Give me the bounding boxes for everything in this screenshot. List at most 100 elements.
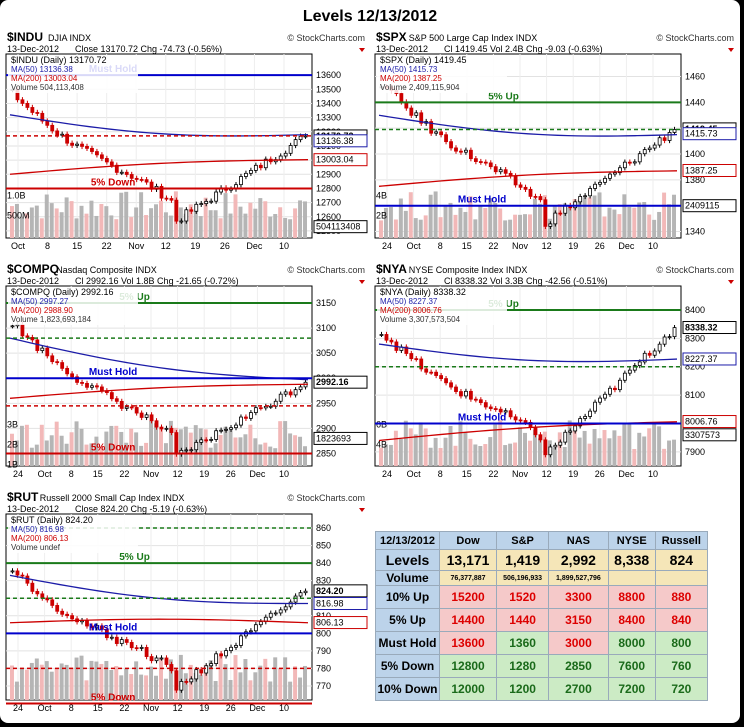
- volume-bar: [423, 215, 428, 238]
- candle-body: [409, 353, 414, 360]
- value-tag: 2409115: [682, 199, 737, 213]
- candle-body: [65, 367, 70, 375]
- x-tick-label: 10: [648, 469, 658, 479]
- stockcharts-credit: © StockCharts.com: [287, 33, 365, 43]
- volume-bar: [493, 424, 498, 466]
- table-cell: 880: [654, 585, 709, 609]
- candle-body: [124, 171, 129, 175]
- value-tag-box: [313, 431, 368, 445]
- value-tag: 1387.25: [682, 163, 737, 177]
- chart-stats: Cl 2992.16 Vol 1.8B Chg -21.65 (-0.72%): [75, 276, 239, 286]
- candle-body: [578, 418, 583, 427]
- volume-bar: [34, 205, 39, 238]
- candle-body: [144, 647, 149, 657]
- volume-bar: [54, 208, 59, 238]
- volume-bar: [134, 432, 139, 466]
- volume-bar: [238, 206, 243, 238]
- volume-bar: [178, 654, 183, 700]
- candle-body: [469, 149, 473, 160]
- value-tag: 8338.32: [682, 321, 737, 335]
- candle-body: [478, 399, 483, 404]
- candle-body: [473, 398, 478, 401]
- y-tick-label: 830: [316, 576, 331, 586]
- level-label: Must Hold: [458, 195, 506, 206]
- value-tag-label: 3307573: [685, 430, 720, 440]
- volume-bar: [513, 214, 518, 238]
- candle-body: [473, 158, 478, 162]
- candle-body: [533, 195, 538, 198]
- volume-bar: [528, 214, 532, 238]
- candle-body: [622, 372, 627, 381]
- y-tick-label: 790: [316, 646, 331, 656]
- volume-bar: [612, 209, 617, 238]
- volume-bar: [228, 213, 233, 238]
- volume-bar: [557, 204, 562, 238]
- x-tick-label: 22: [119, 469, 129, 479]
- chart-triangle-icon: [728, 280, 734, 284]
- volume-bar: [273, 448, 278, 466]
- y-tick-label: 12700: [316, 198, 341, 208]
- volume-bar: [198, 428, 203, 466]
- volume-bar: [567, 420, 572, 466]
- volume-bar: [458, 207, 463, 238]
- candle-body: [179, 681, 184, 691]
- level-label: 5% Down: [91, 177, 135, 188]
- volume-bar: [74, 421, 79, 466]
- volume-tick-label: 6B: [376, 420, 387, 430]
- value-tag-label: 2409115: [685, 201, 719, 211]
- volume-bar: [94, 215, 99, 238]
- candle-body: [124, 639, 129, 643]
- volume-bar: [652, 422, 657, 466]
- candle-body: [134, 407, 139, 414]
- chart-symbol: $COMPQ: [7, 262, 59, 276]
- x-tick-label: 12: [542, 241, 552, 251]
- value-tag-box: [313, 584, 368, 598]
- x-tick-label: Nov: [512, 241, 529, 251]
- volume-bar: [238, 437, 243, 466]
- candle-body: [199, 669, 204, 674]
- candle-body: [263, 405, 268, 409]
- candle-body: [298, 386, 303, 391]
- table-header-row: 12/13/2012 Dow S&P NAS NYSE Russell: [375, 531, 709, 550]
- volume-tick-label: 1.0B: [7, 190, 26, 200]
- volume-bar: [463, 432, 468, 466]
- candle-body: [268, 612, 273, 618]
- table-row-10-up: 10% Up 15200 1520 3300 8800 880: [375, 585, 709, 609]
- candle-body: [139, 179, 144, 181]
- table-cell: 1360: [496, 631, 550, 655]
- value-tag-label: 1415.73: [685, 129, 718, 139]
- candle-body: [578, 196, 583, 203]
- chart-spx: $SPX S&P 500 Large Cap Index INDX © StockC…: [374, 30, 737, 251]
- volume-bar: [24, 213, 29, 238]
- x-tick-label: 10: [279, 241, 289, 251]
- value-tag-label: 1823693: [316, 433, 351, 443]
- x-tick-label: Nov: [143, 469, 160, 479]
- volume-bar: [59, 663, 64, 700]
- candle-body: [608, 173, 612, 179]
- candle-body: [258, 407, 263, 410]
- candle-body: [508, 410, 513, 418]
- volume-bar: [612, 430, 617, 466]
- volume-bar: [672, 194, 676, 238]
- legend-volume: Volume 1,823,693,184: [11, 315, 92, 324]
- x-tick-label: Nov: [512, 469, 529, 479]
- candle-body: [488, 406, 493, 409]
- x-tick-label: Oct: [407, 469, 422, 479]
- volume-bar: [483, 208, 488, 238]
- candle-body: [239, 176, 243, 186]
- volume-bar: [99, 446, 104, 466]
- chart-date: 13-Dec-2012: [376, 276, 428, 286]
- ma200-line: [9, 159, 309, 175]
- candle-body: [553, 444, 558, 448]
- level-label: 5% Up: [119, 552, 150, 563]
- volume-bar: [79, 655, 84, 700]
- level-label: 5% Down: [91, 442, 135, 453]
- x-tick-label: Oct: [407, 241, 422, 251]
- candle-body: [429, 371, 434, 374]
- y-tick-label: 13300: [316, 113, 341, 123]
- table-cell: 8400: [607, 608, 656, 632]
- candle-body: [50, 124, 55, 132]
- value-tag-label: 824.20: [316, 586, 344, 596]
- x-tick-label: 26: [220, 241, 230, 251]
- volume-bar: [44, 661, 49, 700]
